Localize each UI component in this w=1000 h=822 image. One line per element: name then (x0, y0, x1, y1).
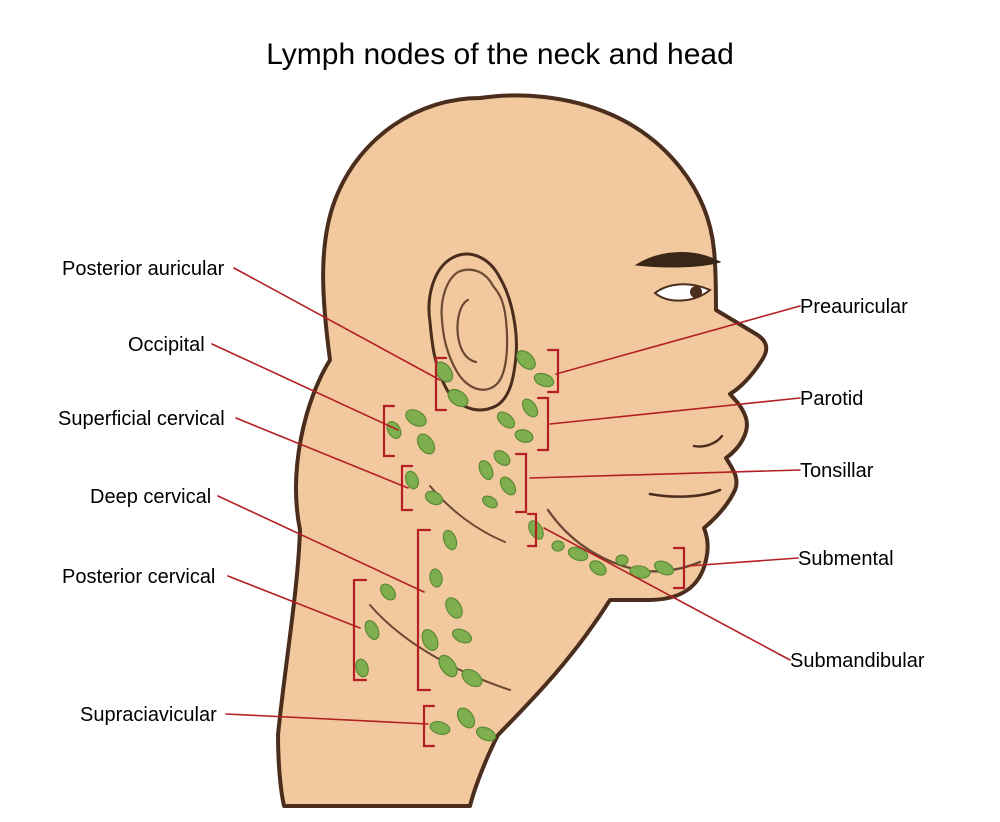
label-supraclavicular: Supraciavicular (80, 704, 217, 727)
diagram-title: Lymph nodes of the neck and head (0, 38, 1000, 72)
label-posterior_cervical: Posterior cervical (62, 566, 215, 589)
head-outline (278, 95, 766, 806)
lymph-node (552, 541, 564, 551)
label-preauricular: Preauricular (800, 296, 908, 319)
label-submandibular: Submandibular (790, 650, 925, 673)
label-parotid: Parotid (800, 388, 863, 411)
label-occipital: Occipital (128, 334, 205, 357)
diagram-stage: Lymph nodes of the neck and head Posteri… (0, 0, 1000, 822)
label-superficial_cervical: Superficial cervical (58, 408, 225, 431)
lymph-node (616, 555, 628, 565)
pupil (690, 286, 702, 298)
label-submental: Submental (798, 548, 894, 571)
label-deep_cervical: Deep cervical (90, 486, 211, 509)
label-tonsillar: Tonsillar (800, 460, 873, 483)
label-posterior_auricular: Posterior auricular (62, 258, 224, 281)
